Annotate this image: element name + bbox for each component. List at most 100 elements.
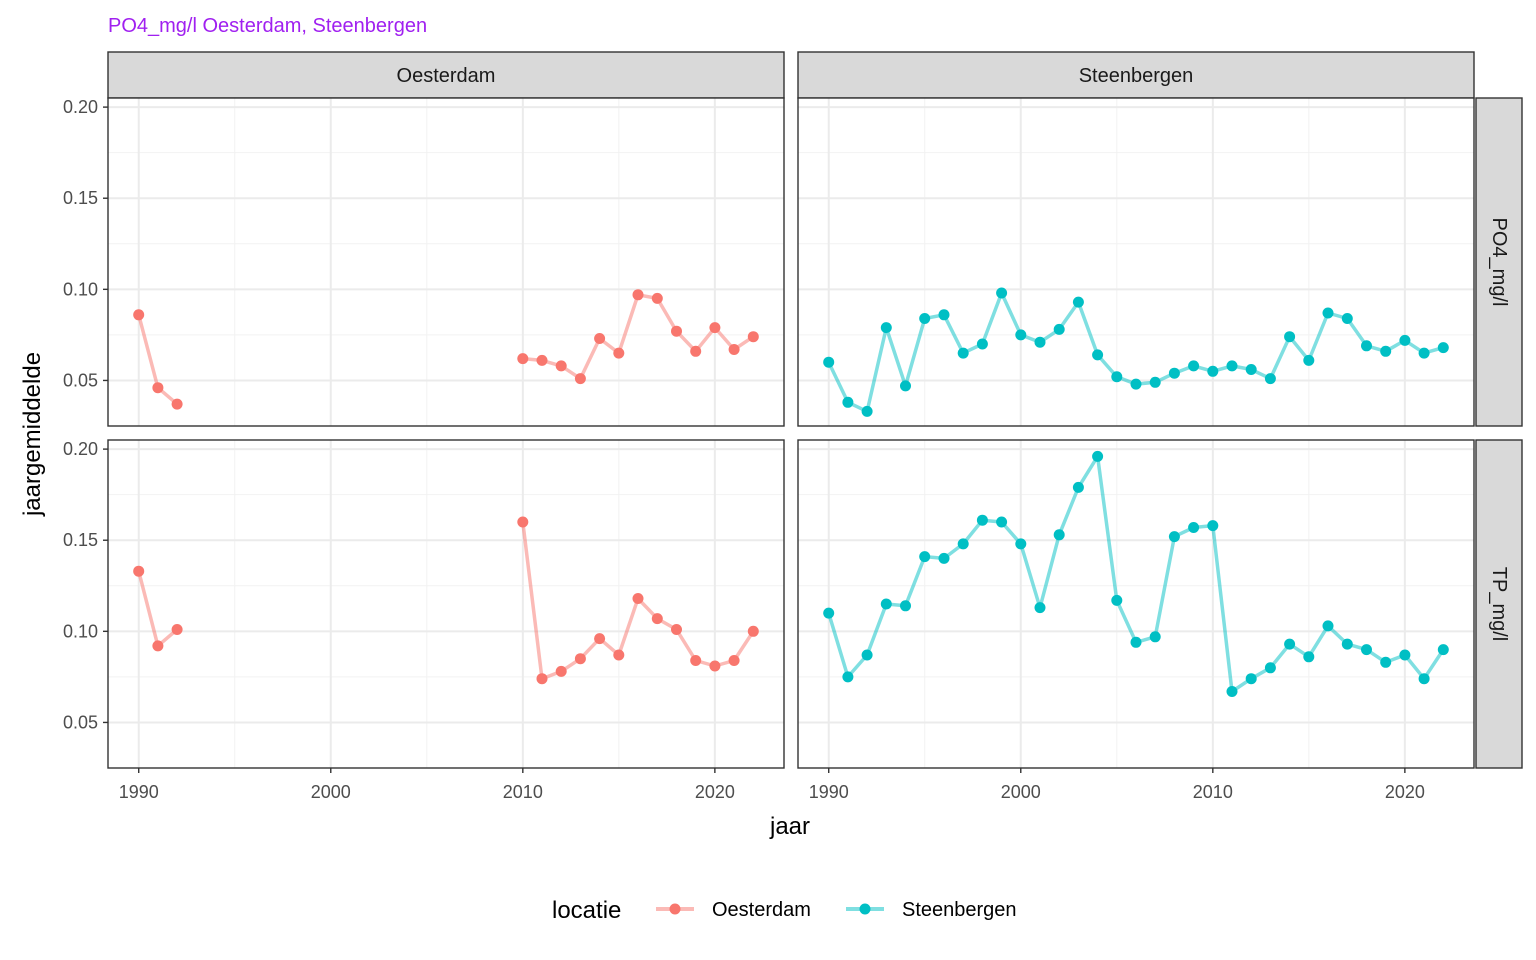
data-point-steenbergen xyxy=(919,313,931,324)
data-point-oesterdam xyxy=(632,593,644,604)
data-point-steenbergen xyxy=(938,309,950,321)
data-point-oesterdam xyxy=(536,354,548,366)
data-point-steenbergen xyxy=(1092,450,1104,462)
panel-background xyxy=(108,440,784,768)
x-tick-label: 2020 xyxy=(695,782,735,802)
data-point-oesterdam xyxy=(728,344,740,355)
x-tick-label: 2010 xyxy=(1193,782,1233,802)
data-point-steenbergen xyxy=(1361,644,1372,656)
data-point-steenbergen xyxy=(1399,649,1411,661)
strip-label-po4-mg-l: PO4_mg/l xyxy=(1488,218,1510,307)
panel-border xyxy=(797,97,1475,427)
data-point-oesterdam xyxy=(594,333,606,344)
data-point-steenbergen xyxy=(1072,296,1084,308)
panel-border xyxy=(107,97,785,427)
data-point-oesterdam xyxy=(671,325,682,337)
data-point-oesterdam xyxy=(517,353,529,365)
data-point-steenbergen xyxy=(1380,345,1392,357)
y-tick-label: 0.20 xyxy=(63,97,98,117)
y-tick-label: 0.10 xyxy=(63,621,98,641)
x-tick-label: 2000 xyxy=(1001,782,1041,802)
legend: locatie Oesterdam Steenbergen xyxy=(552,897,1017,924)
y-tick-label: 0.10 xyxy=(63,279,98,299)
data-point-steenbergen xyxy=(1399,334,1411,346)
data-point-steenbergen xyxy=(976,514,988,526)
data-point-steenbergen xyxy=(842,671,854,683)
data-point-steenbergen xyxy=(1361,340,1372,352)
data-point-steenbergen xyxy=(1341,313,1353,324)
data-point-steenbergen xyxy=(938,552,950,564)
data-point-steenbergen xyxy=(1053,529,1065,541)
data-point-steenbergen xyxy=(1034,336,1046,348)
legend-label-oesterdam: Oesterdam xyxy=(712,899,811,921)
panel-oesterdam-po4-mg-l xyxy=(107,97,785,427)
data-point-steenbergen xyxy=(1226,360,1238,372)
data-point-steenbergen xyxy=(1322,620,1334,632)
data-point-steenbergen xyxy=(1149,376,1161,388)
y-tick-label: 0.15 xyxy=(63,188,98,208)
data-point-steenbergen xyxy=(996,516,1008,528)
data-point-oesterdam xyxy=(171,398,183,410)
legend-item-steenbergen: Steenbergen xyxy=(846,899,1017,921)
data-point-steenbergen xyxy=(1207,520,1219,532)
chart-subtitle: PO4_mg/l Oesterdam, Steenbergen xyxy=(108,15,427,37)
data-point-oesterdam xyxy=(133,565,145,577)
data-point-steenbergen xyxy=(1245,364,1257,375)
data-point-oesterdam xyxy=(613,347,625,359)
data-point-steenbergen xyxy=(1188,522,1200,533)
legend-label-steenbergen: Steenbergen xyxy=(902,899,1017,921)
panel-steenbergen-tp-mg-l xyxy=(797,439,1475,769)
data-point-steenbergen xyxy=(1168,531,1180,543)
data-point-steenbergen xyxy=(1188,360,1200,372)
data-point-steenbergen xyxy=(1380,656,1392,668)
data-point-steenbergen xyxy=(1053,323,1065,335)
data-point-steenbergen xyxy=(861,405,873,417)
data-point-steenbergen xyxy=(1015,329,1027,341)
data-point-oesterdam xyxy=(594,633,606,645)
x-tick-label: 1990 xyxy=(119,782,159,802)
data-point-oesterdam xyxy=(536,673,548,685)
data-point-steenbergen xyxy=(1303,651,1315,663)
data-point-steenbergen xyxy=(1264,662,1276,674)
y-tick-label: 0.20 xyxy=(63,439,98,459)
strip-label-oesterdam: Oesterdam xyxy=(397,65,496,87)
data-point-oesterdam xyxy=(152,382,164,394)
data-point-steenbergen xyxy=(900,600,911,612)
x-tick-label: 2000 xyxy=(311,782,351,802)
data-point-steenbergen xyxy=(842,396,854,408)
data-point-steenbergen xyxy=(976,338,988,350)
x-tick-label: 1990 xyxy=(809,782,849,802)
legend-item-oesterdam: Oesterdam xyxy=(656,899,811,921)
data-point-steenbergen xyxy=(1284,331,1296,343)
data-point-oesterdam xyxy=(574,373,586,385)
data-point-oesterdam xyxy=(133,309,145,321)
strip-oesterdam xyxy=(107,51,785,99)
data-point-oesterdam xyxy=(747,625,759,637)
data-point-oesterdam xyxy=(651,613,663,625)
data-point-steenbergen xyxy=(1322,307,1334,319)
data-point-steenbergen xyxy=(1418,673,1430,685)
data-point-steenbergen xyxy=(1149,631,1161,643)
data-point-oesterdam xyxy=(152,640,164,652)
data-point-oesterdam xyxy=(709,322,721,334)
data-point-steenbergen xyxy=(1111,594,1123,606)
y-tick-label: 0.15 xyxy=(63,530,98,550)
data-point-steenbergen xyxy=(957,347,969,359)
data-point-steenbergen xyxy=(957,538,969,550)
panel-border xyxy=(797,439,1475,769)
legend-key-point xyxy=(669,903,681,915)
data-point-steenbergen xyxy=(1015,538,1027,550)
data-point-steenbergen xyxy=(861,649,873,661)
panels-layer: Oesterdam Steenbergen PO4_mg/l TP_mg/l 0.05 0… xyxy=(63,51,1523,802)
x-axis-title: jaar xyxy=(769,813,810,840)
data-point-steenbergen xyxy=(880,598,892,610)
data-point-steenbergen xyxy=(1284,638,1296,650)
x-tick-label: 2020 xyxy=(1385,782,1425,802)
data-point-steenbergen xyxy=(1418,347,1430,359)
legend-items: Oesterdam Steenbergen xyxy=(656,899,1017,921)
strip-label-steenbergen: Steenbergen xyxy=(1079,65,1194,87)
data-point-steenbergen xyxy=(1437,644,1449,656)
data-point-steenbergen xyxy=(919,551,931,563)
data-point-steenbergen xyxy=(900,380,911,392)
